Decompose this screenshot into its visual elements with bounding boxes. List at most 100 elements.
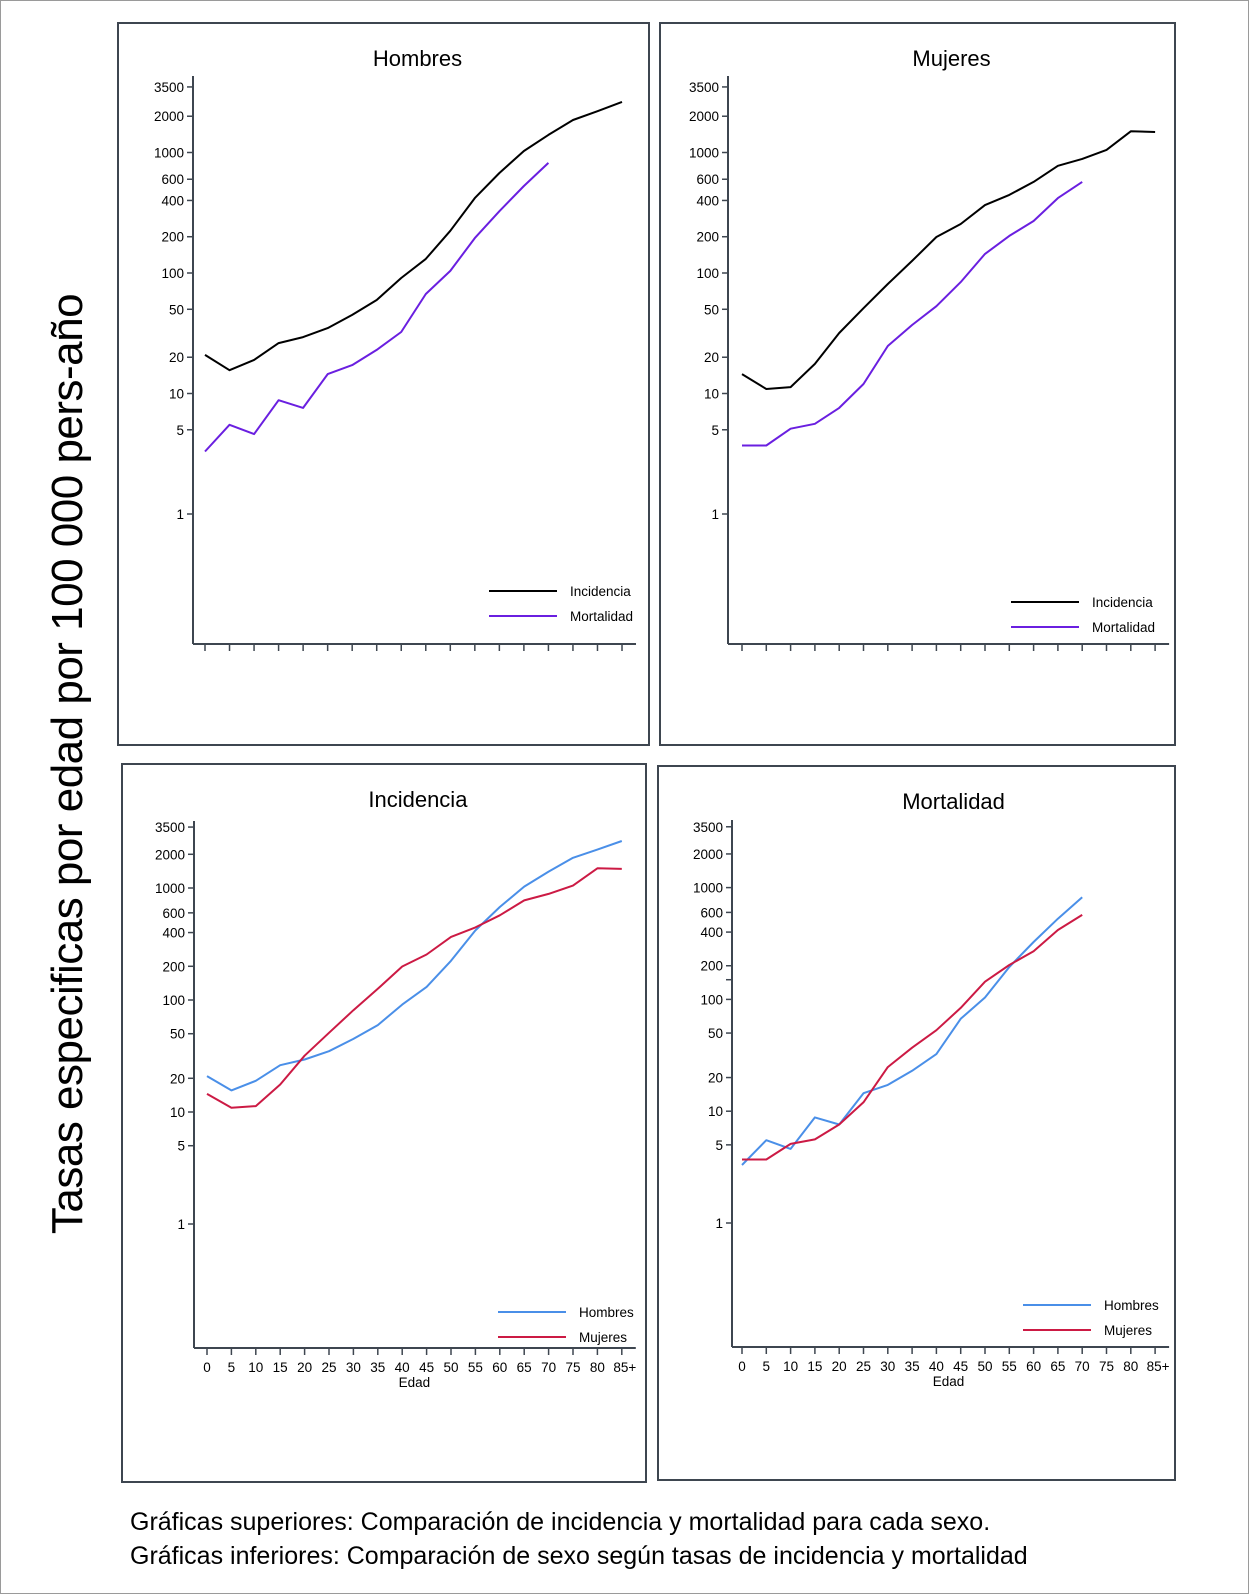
caption-lower: Gráficas inferiores: Comparación de sexo…: [130, 1542, 1028, 1570]
x-tick-label: 40: [395, 1360, 410, 1375]
series-line-incidencia: [204, 100, 623, 372]
y-tick-label: 100: [162, 993, 185, 1008]
y-tick-label: 5: [711, 423, 719, 438]
y-tick-label: 20: [704, 350, 719, 365]
y-tick-label: 1: [711, 507, 719, 522]
chart-svg: Mortalidad 1 5 10 20 50 100 200 400 600 1000 2000 35…: [693, 789, 1170, 1389]
x-axis-label: Edad: [933, 1374, 965, 1389]
y-tick-label: 200: [162, 959, 185, 974]
y-tick-label: 2000: [155, 847, 185, 862]
panel-incidencia: Incidencia 1 5 10 20 50 100 200 400 600 1000 2000 35…: [121, 763, 647, 1483]
x-tick-label: 75: [1099, 1359, 1114, 1374]
x-tick-label: 45: [419, 1360, 434, 1375]
x-tick-label: 5: [228, 1360, 236, 1375]
chart-svg: Mujeres 1 5 10 20 50 100 200 400 600 1000 2000 3500 I…: [689, 46, 1170, 651]
y-tick-label: 5: [715, 1138, 723, 1153]
y-tick-label: 100: [700, 992, 723, 1007]
caption-upper: Gráficas superiores: Comparación de inci…: [130, 1508, 991, 1536]
y-tick-label: 1000: [693, 881, 723, 896]
y-tick-label: 1000: [155, 881, 185, 896]
chart-title: Mujeres: [912, 46, 990, 71]
legend-label: Mujeres: [1104, 1323, 1152, 1338]
x-axis-label: Edad: [399, 1375, 431, 1390]
panel-mujeres: Mujeres 1 5 10 20 50 100 200 400 600 1000 2000 3500 I…: [659, 22, 1176, 746]
series-line-mortalidad: [204, 162, 550, 453]
x-tick-label: 0: [203, 1360, 211, 1375]
x-tick-label: 55: [468, 1360, 483, 1375]
panel-hombres: Hombres 1 5 10 20 50 100 200 400 600 1000 2000 3500 I…: [117, 22, 650, 746]
legend-label: Mortalidad: [570, 609, 633, 624]
y-tick-label: 50: [169, 302, 184, 317]
y-tick-label: 200: [696, 230, 719, 245]
x-tick-label: 65: [1050, 1359, 1065, 1374]
y-tick-label: 1: [177, 1217, 185, 1232]
x-tick-label: 20: [297, 1360, 312, 1375]
chart-title: Mortalidad: [902, 789, 1005, 814]
y-tick-label: 600: [161, 172, 184, 187]
legend-label: Mujeres: [579, 1330, 627, 1345]
x-tick-label: 50: [977, 1359, 992, 1374]
x-tick-label: 65: [517, 1360, 532, 1375]
x-tick-label: 20: [832, 1359, 847, 1374]
x-tick-label: 80: [590, 1360, 605, 1375]
x-tick-label: 30: [880, 1359, 895, 1374]
y-tick-label: 2000: [689, 109, 719, 124]
y-tick-label: 100: [161, 266, 184, 281]
y-tick-label: 200: [161, 230, 184, 245]
y-tick-label: 100: [696, 266, 719, 281]
panel-mortalidad: Mortalidad 1 5 10 20 50 100 200 400 600 1000 2000 35…: [657, 765, 1176, 1481]
y-tick-label: 1000: [689, 146, 719, 161]
y-tick-label: 200: [700, 959, 723, 974]
y-tick-label: 1: [176, 507, 184, 522]
x-tick-label: 10: [783, 1359, 798, 1374]
x-tick-label: 35: [370, 1360, 385, 1375]
global-y-axis-title: Tasas especificas por edad por 100 000 p…: [43, 293, 92, 1235]
y-tick-label: 1: [715, 1216, 723, 1231]
x-tick-label: 30: [346, 1360, 361, 1375]
y-tick-label: 50: [708, 1026, 723, 1041]
series-line-mortalidad: [742, 181, 1083, 447]
x-tick-label: 40: [929, 1359, 944, 1374]
y-tick-label: 600: [696, 172, 719, 187]
legend-label: Mortalidad: [1092, 620, 1155, 635]
x-tick-label: 85+: [1147, 1359, 1170, 1374]
y-tick-label: 400: [700, 925, 723, 940]
y-tick-label: 2000: [154, 109, 184, 124]
y-tick-label: 20: [170, 1071, 185, 1086]
x-tick-label: 70: [541, 1360, 556, 1375]
y-tick-label: 3500: [689, 80, 719, 95]
y-tick-label: 2000: [693, 847, 723, 862]
x-tick-label: 15: [273, 1360, 288, 1375]
series-line-mujeres: [742, 914, 1083, 1161]
y-tick-label: 1000: [154, 146, 184, 161]
y-tick-label: 600: [700, 905, 723, 920]
chart-title: Hombres: [373, 46, 462, 71]
legend-label: Hombres: [579, 1305, 634, 1320]
y-tick-label: 400: [696, 193, 719, 208]
y-tick-label: 50: [704, 302, 719, 317]
x-tick-label: 35: [905, 1359, 920, 1374]
y-tick-label: 50: [170, 1027, 185, 1042]
x-tick-label: 85+: [613, 1360, 636, 1375]
y-tick-label: 10: [169, 387, 184, 402]
y-tick-label: 3500: [693, 820, 723, 835]
chart-svg: Incidencia151020501002004006001000200035…: [155, 787, 636, 1390]
x-tick-label: 10: [248, 1360, 263, 1375]
y-tick-label: 600: [162, 906, 185, 921]
x-tick-label: 60: [492, 1360, 507, 1375]
y-tick-label: 3500: [155, 820, 185, 835]
y-tick-label: 20: [708, 1071, 723, 1086]
x-tick-label: 60: [1026, 1359, 1041, 1374]
series-line-hombres: [206, 840, 623, 1092]
x-tick-label: 5: [763, 1359, 771, 1374]
y-tick-label: 20: [169, 350, 184, 365]
x-tick-label: 25: [321, 1360, 336, 1375]
x-tick-label: 80: [1123, 1359, 1138, 1374]
series-line-incidencia: [741, 130, 1156, 390]
chart-svg: Hombres 1 5 10 20 50 100 200 400 600 1000 2000 3500 I…: [154, 46, 637, 651]
legend-label: Hombres: [1104, 1298, 1159, 1313]
y-tick-label: 10: [704, 387, 719, 402]
x-tick-label: 45: [953, 1359, 968, 1374]
x-tick-label: 55: [1002, 1359, 1017, 1374]
y-tick-label: 400: [161, 193, 184, 208]
